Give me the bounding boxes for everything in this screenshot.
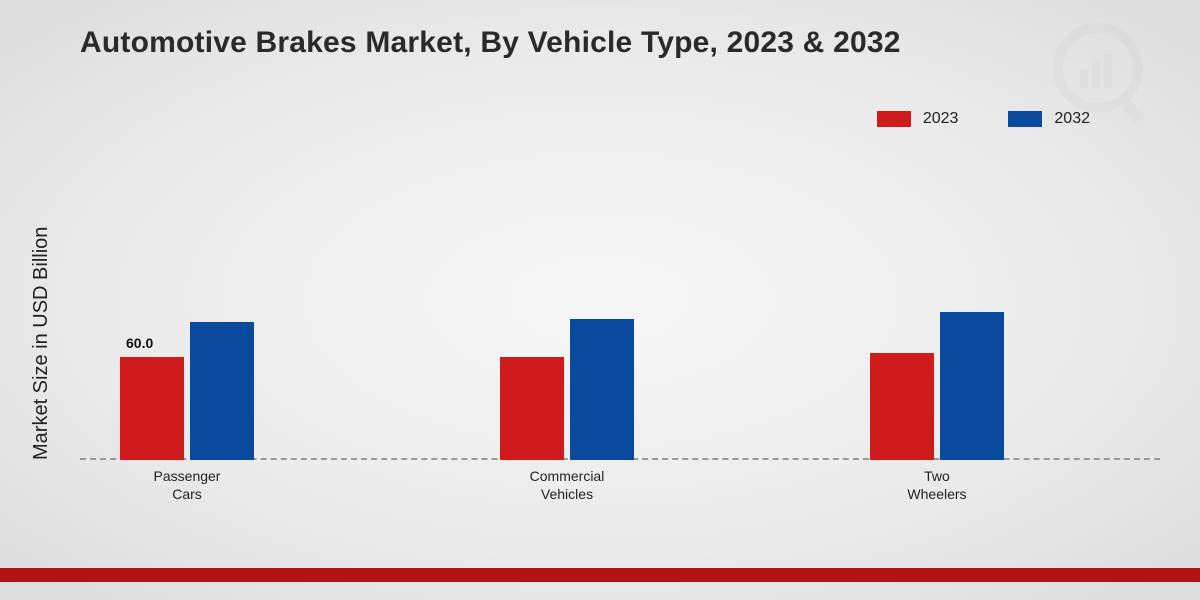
legend-item-2023: 2023 bbox=[877, 110, 959, 128]
bar-group-1 bbox=[500, 319, 634, 460]
bar-2023 bbox=[870, 353, 934, 460]
legend-label: 2032 bbox=[1054, 110, 1090, 128]
category-label-0: Passenger Cars bbox=[120, 468, 254, 503]
y-axis-label: Market Size in USD Billion bbox=[30, 227, 53, 460]
bar-2032 bbox=[570, 319, 634, 460]
bar-2032 bbox=[190, 322, 254, 460]
bar-group-0: 60.0 bbox=[120, 322, 254, 460]
chart-title: Automotive Brakes Market, By Vehicle Typ… bbox=[80, 26, 901, 60]
legend-swatch-2032 bbox=[1008, 111, 1042, 127]
category-label-2: Two Wheelers bbox=[870, 468, 1004, 503]
bar-2032 bbox=[940, 312, 1004, 460]
legend-item-2032: 2032 bbox=[1008, 110, 1090, 128]
page: Automotive Brakes Market, By Vehicle Typ… bbox=[0, 0, 1200, 600]
legend-label: 2023 bbox=[923, 110, 959, 128]
category-label-1: Commercial Vehicles bbox=[500, 468, 634, 503]
plot-area: 60.0 Passenger Cars Commercial Vehicles … bbox=[80, 150, 1160, 460]
bar-value-label: 60.0 bbox=[126, 335, 153, 351]
bar-group-2 bbox=[870, 312, 1004, 460]
bar-2023 bbox=[120, 357, 184, 460]
bar-2023 bbox=[500, 357, 564, 460]
footer-accent-bar bbox=[0, 568, 1200, 582]
legend: 2023 2032 bbox=[877, 110, 1090, 128]
legend-swatch-2023 bbox=[877, 111, 911, 127]
